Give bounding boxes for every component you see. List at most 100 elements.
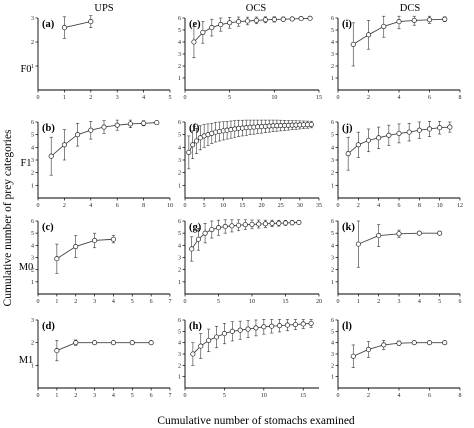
- data-point: [253, 325, 259, 331]
- data-point: [298, 16, 304, 22]
- column-title-dcs: DCS: [400, 3, 421, 14]
- panel-d: 0 1 2 3 4 5 6 7 1 2 3 (d): [31, 318, 172, 399]
- data-point: [426, 340, 433, 346]
- x-tick-label: 15: [316, 95, 322, 101]
- data-point: [447, 124, 453, 130]
- data-point: [262, 17, 268, 23]
- y-tick-label: 4: [178, 243, 181, 249]
- x-tick-label: 0: [37, 299, 40, 305]
- x-tick-label: 20: [259, 203, 265, 209]
- y-tick-label: 4: [331, 40, 334, 46]
- x-tick-label: 25: [278, 203, 284, 209]
- data-point: [114, 122, 120, 128]
- data-point: [245, 326, 251, 332]
- x-tick-label: 10: [220, 203, 226, 209]
- data-point: [249, 221, 255, 227]
- data-point: [75, 132, 81, 138]
- data-point: [141, 120, 147, 126]
- panel-tag-b: (b): [42, 123, 55, 134]
- x-tick-label: 6: [398, 203, 401, 209]
- data-point: [269, 220, 275, 226]
- panel-tag-j: (j): [342, 123, 353, 134]
- x-tick-label: 0: [184, 393, 187, 399]
- data-point: [209, 25, 215, 31]
- data-point: [365, 32, 372, 38]
- y-tick-label: 3: [331, 158, 334, 164]
- data-point: [227, 20, 233, 26]
- data-point: [365, 137, 372, 143]
- x-tick-label: 2: [367, 393, 370, 399]
- data-point: [280, 16, 286, 22]
- y-tick-label: 5: [31, 231, 34, 237]
- y-tick-label: 3: [178, 52, 181, 58]
- y-tick-label: 1: [178, 280, 181, 286]
- x-tick-label: 8: [459, 393, 462, 399]
- data-point: [396, 19, 402, 25]
- data-point: [386, 132, 392, 138]
- x-tick-label: 6: [116, 203, 119, 209]
- data-point: [355, 241, 361, 247]
- data-point: [236, 222, 242, 228]
- x-tick-label: 3: [93, 299, 96, 305]
- y-tick-label: 1: [178, 76, 181, 82]
- data-point: [350, 353, 356, 359]
- x-tick-label: 6: [459, 299, 462, 305]
- panel-tag-c: (c): [42, 222, 54, 233]
- y-tick-label: 6: [178, 120, 181, 126]
- data-point: [88, 127, 94, 133]
- x-tick-label: 5: [203, 203, 206, 209]
- y-tick-label: 3: [178, 158, 181, 164]
- data-point: [376, 135, 382, 141]
- x-tick-label: 10: [437, 203, 443, 209]
- y-tick-label: 1: [331, 76, 334, 82]
- x-tick-label: 8: [142, 203, 145, 209]
- data-point: [289, 16, 295, 22]
- data-point: [365, 346, 372, 353]
- x-tick-label: 2: [63, 203, 66, 209]
- y-tick-label: 2: [331, 363, 334, 369]
- x-tick-label: 6: [150, 393, 153, 399]
- data-point: [244, 18, 251, 24]
- x-tick-label: 4: [142, 95, 145, 101]
- x-tick-label: 5: [223, 393, 226, 399]
- y-tick-label: 3: [331, 52, 334, 58]
- x-tick-label: 10: [167, 203, 173, 209]
- data-point: [355, 142, 361, 148]
- y-tick-label: 1: [331, 280, 334, 286]
- data-point: [284, 322, 291, 328]
- x-tick-label: 10: [261, 393, 267, 399]
- y-tick-label: 2: [31, 268, 34, 274]
- data-point: [426, 17, 433, 23]
- series-line-a: [64, 21, 91, 29]
- y-tick-label: 6: [31, 219, 34, 225]
- x-tick-label: 1: [357, 299, 360, 305]
- y-tick-label: 4: [178, 40, 181, 46]
- x-tick-label: 1: [55, 299, 58, 305]
- y-tick-label: 2: [178, 171, 181, 177]
- y-tick-label: 2: [178, 64, 181, 70]
- x-tick-label: 6: [428, 95, 431, 101]
- panel-a: 0 1 2 3 4 5 1 2 3 (a): [31, 15, 172, 101]
- data-point: [54, 348, 60, 354]
- x-tick-label: 0: [337, 393, 340, 399]
- series-line-h: [192, 322, 312, 355]
- y-tick-label: 4: [31, 243, 34, 249]
- y-tick-label: 1: [331, 183, 334, 189]
- y-tick-label: 2: [331, 268, 334, 274]
- data-point: [73, 340, 79, 346]
- data-point: [221, 331, 227, 337]
- data-point: [411, 17, 417, 23]
- row-label-m0: M0: [19, 262, 34, 273]
- data-point: [406, 129, 412, 135]
- panel-tag-i: (i): [342, 19, 352, 30]
- y-tick-label: 2: [31, 171, 34, 177]
- x-tick-label: 6: [150, 299, 153, 305]
- data-point: [92, 340, 98, 346]
- panel-e: 0 5 10 15 1 2 3 4 5 6 (e): [178, 15, 322, 101]
- data-point: [236, 19, 242, 25]
- y-tick-label: 1: [31, 183, 34, 189]
- y-tick-label: 5: [178, 133, 181, 139]
- data-point: [262, 221, 268, 227]
